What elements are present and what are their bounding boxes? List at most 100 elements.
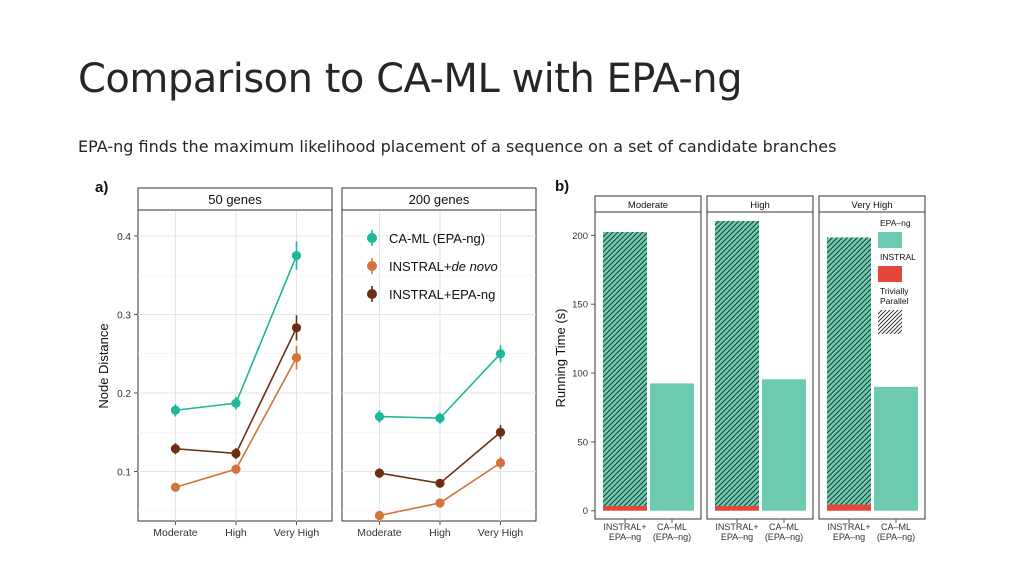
panel-a-data-point: [231, 448, 241, 459]
panel-b-legend-swatch: [878, 232, 902, 248]
panel-a-legend-label-italic: de novo: [452, 259, 498, 274]
panel-b-legend-swatch: [878, 310, 902, 334]
panel-b-bar-epa: [650, 383, 694, 511]
panel-b-bar-instral: [603, 505, 647, 511]
panel-a-data-point: [291, 250, 302, 261]
panel-a-legend-label-text: INSTRAL+: [389, 259, 452, 274]
panel-b-bar-hatch: [603, 231, 647, 506]
panel-a-data-point: [170, 405, 181, 415]
panel-b-facet-strip: [818, 195, 926, 213]
panel-a-x-tick-label: Very High: [274, 527, 320, 539]
panel-a-x-tick-label: Very High: [478, 527, 524, 539]
panel-a-data-point: [231, 398, 241, 408]
panel-b-y-tick-label: 200: [572, 231, 588, 242]
panel-b-bar-epa: [762, 379, 806, 511]
panel-b-facet-strip: [594, 195, 702, 213]
panel-a-data-point: [231, 464, 241, 474]
panel-a-plot-area: [137, 209, 333, 522]
panel-a-facet-strip: [137, 187, 333, 211]
panel-a-label: a): [95, 179, 108, 196]
panel-b-x-tick-label: INSTRAL+: [715, 522, 758, 532]
panel-b-bar-hatch: [827, 237, 871, 505]
panel-b-x-tick-label: CA–ML: [881, 522, 911, 532]
panel-a-y-tick-label: 0.1: [117, 468, 131, 479]
panel-a-data-point: [170, 444, 181, 454]
panel-a-legend-marker: [367, 289, 377, 299]
panel-a-facet-strip: [341, 187, 537, 211]
panel-b-legend-label: INSTRAL: [880, 252, 916, 262]
panel-b-legend-label: Trivially: [880, 286, 909, 296]
panel-b-bar-instral: [715, 505, 759, 511]
panel-a-x-tick-label: High: [225, 527, 247, 539]
panel-b-bar-hatch: [715, 220, 759, 506]
panel-b-legend-swatch: [878, 266, 902, 282]
panel-b-bar-instral: [827, 504, 871, 511]
panel-b-y-tick-label: 0: [583, 506, 588, 517]
panel-b-legend-label: EPA–ng: [880, 218, 911, 228]
panel-b-facet-title: High: [750, 200, 770, 211]
panel-a-legend-label-text: INSTRAL+EPA-ng: [389, 287, 495, 302]
panel-b-bar-epa: [874, 386, 918, 511]
panel-a-x-tick-label: Moderate: [153, 527, 198, 539]
panel-a-ylabel: Node Distance: [96, 323, 111, 408]
panel-a-data-point: [495, 427, 506, 437]
panel-b-facet-title: Very High: [851, 200, 892, 211]
panel-a-legend-label: CA-ML (EPA-ng): [389, 231, 485, 246]
panel-b-y-tick-label: 50: [577, 437, 588, 448]
panel-b-legend-item: INSTRAL: [878, 252, 916, 282]
panel-b-legend-item: EPA–ng: [878, 218, 911, 248]
panel-b-x-tick-label: EPA–ng: [609, 532, 641, 542]
panel-a-y-tick-label: 0.4: [117, 232, 131, 243]
panel-b-facet-1: High INSTRAL+EPA–ng CA–ML(EPA–ng): [706, 195, 814, 542]
panel-a-facet-0: 50 genes Moderate High Very High: [137, 187, 333, 539]
panel-b-x-tick-label: INSTRAL+: [603, 522, 646, 532]
panel-b-x-tick-label: INSTRAL+: [827, 522, 870, 532]
panel-b-x-tick-label: CA–ML: [657, 522, 687, 532]
panel-a-data-point: [374, 510, 385, 521]
panel-a-legend-marker: [367, 233, 377, 243]
panel-b-x-tick-label: EPA–ng: [721, 532, 753, 542]
panel-a-legend-item: INSTRAL+EPA-ng: [367, 286, 495, 302]
panel-a-legend-item: CA-ML (EPA-ng): [367, 230, 485, 246]
panel-a-data-point: [291, 323, 302, 333]
panel-a-data-point: [435, 498, 445, 508]
panel-a-plot-area: [341, 209, 537, 522]
panel-a-data-point: [291, 353, 302, 363]
slide-title: Comparison to CA-ML with EPA-ng: [78, 56, 743, 102]
panel-a-y-tick-label: 0.3: [117, 310, 131, 321]
panel-a-facet-title: 50 genes: [208, 192, 262, 207]
panel-a-y-axis: 0.1 0.2 0.3 0.4: [117, 232, 138, 479]
panel-b-x-tick-label: (EPA–ng): [877, 532, 915, 542]
slide-subtitle: EPA-ng finds the maximum likelihood plac…: [78, 137, 837, 156]
panel-b-ylabel: Running Time (s): [553, 309, 568, 408]
panel-b-x-tick-label: (EPA–ng): [653, 532, 691, 542]
panel-a-facet-title: 200 genes: [409, 192, 470, 207]
panel-b-x-tick-label: CA–ML: [769, 522, 799, 532]
panel-a-data-point: [435, 478, 445, 488]
panel-a-data-point: [495, 349, 506, 359]
panel-a-legend-label: INSTRAL+EPA-ng: [389, 287, 495, 302]
panel-a-legend-marker: [367, 261, 377, 271]
panel-a-data-point: [435, 413, 445, 423]
panel-a-line-chart: a) Node Distance 0.1 0.2 0.3 0.4 50 genes Mo…: [95, 179, 537, 539]
panel-a-data-point: [170, 482, 181, 492]
panel-a-legend: CA-ML (EPA-ng) INSTRAL+de novo INSTRAL+EPA…: [367, 230, 498, 302]
panel-b-facet-title: Moderate: [628, 200, 668, 211]
panel-b-y-axis: 0 50 100 150 200: [572, 231, 595, 517]
panel-a-y-tick-label: 0.2: [117, 389, 131, 400]
panel-a-legend-label-text: CA-ML (EPA-ng): [389, 231, 485, 246]
panel-b-bar-chart: b) Running Time (s) 0 50 100 150 200 Moderat…: [553, 178, 926, 542]
panel-b-x-tick-label: EPA–ng: [833, 532, 865, 542]
panel-a-data-point: [374, 411, 385, 422]
panel-b-legend-label: Parallel: [880, 296, 908, 306]
panel-a-legend-item: INSTRAL+de novo: [367, 258, 498, 274]
panel-b-x-tick-label: (EPA–ng): [765, 532, 803, 542]
panel-a-data-point: [374, 468, 385, 478]
panel-a-x-tick-label: High: [429, 527, 451, 539]
panel-b-facet-0: Moderate INSTRAL+EPA–ng CA–ML(EPA–ng): [594, 195, 702, 542]
panel-a-x-tick-label: Moderate: [357, 527, 402, 539]
